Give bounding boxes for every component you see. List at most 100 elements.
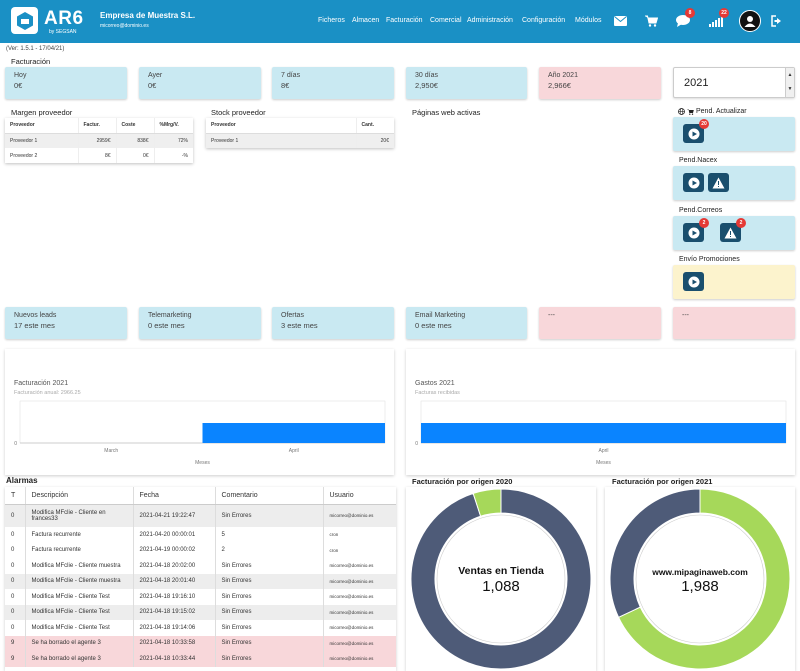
alarm-description: Modifica MFclie - Cliente Test xyxy=(25,589,134,605)
chevron-updown-icon[interactable]: ▲ ▼ xyxy=(785,68,794,97)
kpi-card-ano[interactable]: Año 2021 2,966€ xyxy=(539,67,661,99)
nav-facturacion[interactable]: Facturación xyxy=(386,17,423,24)
bar[interactable] xyxy=(202,423,386,443)
signal-icon[interactable]: 22 xyxy=(708,8,729,29)
cell: Proveedor 1 xyxy=(5,133,79,148)
alarms-table-panel: T Descripción Fecha Comentario Usuario 0… xyxy=(5,487,396,671)
kpi-card-7-dias[interactable]: 7 días 8€ xyxy=(272,67,394,99)
kpi-card-nuevos-leads[interactable]: Nuevos leads 17 este mes xyxy=(5,307,127,339)
cell: 2959€ xyxy=(78,133,117,148)
kpi-card-hoy[interactable]: Hoy 0€ xyxy=(5,67,127,99)
globe-icon xyxy=(678,108,685,115)
user-icon[interactable] xyxy=(739,10,761,32)
logo[interactable] xyxy=(11,7,38,34)
chat-icon[interactable]: 8 xyxy=(675,8,695,29)
table-row[interactable]: 0 Modifica MFclie - Cliente Test 2021-04-1… xyxy=(5,604,396,620)
kpi-label: Año 2021 xyxy=(548,72,578,79)
table-row[interactable]: 0 Modifica MFclie - Cliente muestra 2021-0… xyxy=(5,573,396,589)
nav-administracion[interactable]: Administración xyxy=(467,17,513,24)
pend-nacex-panel xyxy=(673,166,795,200)
alarm-description: Modifica MFclie - Cliente Test xyxy=(25,604,134,620)
alarm-description: Se ha borrado el agente 3 xyxy=(25,651,134,667)
chat-badge: 8 xyxy=(685,8,695,18)
table-row[interactable]: Proveedor 1 2959€ 838€ 72% xyxy=(5,133,193,148)
table-row[interactable]: Proveedor 1 20€ xyxy=(206,133,394,148)
donut-chart-2021 xyxy=(609,488,791,670)
table-row[interactable]: 0 Modifica MFclie - Cliente muestra 2021-0… xyxy=(5,558,396,574)
alarm-type: 0 xyxy=(5,604,26,620)
alarm-description: Modifica MFclie - Cliente muestra xyxy=(25,558,134,574)
kpi-value: 0€ xyxy=(148,81,157,90)
logout-icon[interactable] xyxy=(769,13,785,29)
table-row[interactable]: 0 Modifica MFclie - Cliente en frances33 2… xyxy=(5,504,396,527)
nav-almacen[interactable]: Almacen xyxy=(352,17,380,24)
alarm-date: 2021-04-18 20:01:40 xyxy=(133,573,216,589)
x-axis-label: Meses xyxy=(596,460,611,466)
y-tick-label: 0 xyxy=(14,441,17,447)
table-row[interactable]: 9 Se ha borrado el agente 3 2021-04-18 10:… xyxy=(5,635,396,651)
nav-configuracion[interactable]: Configuración xyxy=(522,17,566,24)
table-row[interactable]: Proveedor 2 8€ 0€ -% xyxy=(5,148,193,163)
kpi-card-30-dias[interactable]: 30 días 2,950€ xyxy=(406,67,527,99)
kpi-card-empty-1[interactable]: --- xyxy=(539,307,661,339)
column-header[interactable]: T xyxy=(5,487,26,505)
logo-text: AR6 xyxy=(44,8,84,29)
year-select[interactable]: 2021 ▲ ▼ xyxy=(673,67,795,98)
alarm-comment: Sin Errores xyxy=(215,604,324,620)
kpi-card-ayer[interactable]: Ayer 0€ xyxy=(139,67,261,99)
alarm-user: micorreo@dominio.es xyxy=(323,504,396,527)
table-header-row: Proveedor Factur. Coste %Mrg/V. xyxy=(5,118,193,134)
alarm-type: 0 xyxy=(5,558,26,574)
alarm-user: micorreo@dominio.es xyxy=(329,625,374,631)
cell: 8€ xyxy=(78,148,117,163)
alarm-user: micorreo@dominio.es xyxy=(323,604,396,620)
nav-modulos[interactable]: Módulos xyxy=(575,17,602,24)
play-button[interactable]: 20 xyxy=(683,119,709,143)
column-header[interactable]: Comentario xyxy=(215,487,324,505)
kpi-value: 3 este mes xyxy=(281,321,318,330)
alarm-comment: Sin Errores xyxy=(215,558,324,574)
table-row[interactable]: 0 Modifica MFclie - Cliente Test 2021-04-1… xyxy=(5,589,396,605)
alarm-date: 2021-04-18 10:33:44 xyxy=(133,651,216,667)
bar[interactable] xyxy=(421,423,786,443)
play-button[interactable] xyxy=(683,173,704,192)
alarm-comment: Sin Errores xyxy=(215,589,324,605)
kpi-label: Hoy xyxy=(14,72,27,79)
kpi-card-telemarketing[interactable]: Telemarketing 0 este mes xyxy=(139,307,261,339)
table-row[interactable]: 0 Factura recurrente 2021-04-19 00:00:02 2 c… xyxy=(5,542,396,558)
table-header-row: T Descripción Fecha Comentario Usuario xyxy=(5,487,396,505)
nav-comercial[interactable]: Comercial xyxy=(430,17,462,24)
kpi-value: 0 este mes xyxy=(148,321,185,330)
alarm-comment: 2 xyxy=(215,542,324,558)
warning-button[interactable] xyxy=(708,173,729,192)
warning-button[interactable]: 2 xyxy=(720,218,746,242)
section-title-margen: Margen proveedor xyxy=(11,108,73,117)
nav-ficheros[interactable]: Ficheros xyxy=(318,17,345,24)
donut-2021-panel: www.mipaginaweb.com 1,988 xyxy=(605,487,795,671)
donut-center-label: www.mipaginaweb.com xyxy=(652,567,748,577)
column-header[interactable]: Fecha xyxy=(133,487,216,505)
cart-icon[interactable] xyxy=(643,13,659,29)
kpi-card-ofertas[interactable]: Ofertas 3 este mes xyxy=(272,307,394,339)
kpi-label: Nuevos leads xyxy=(14,312,57,319)
section-title-stock: Stock proveedor xyxy=(211,108,266,117)
table-row[interactable]: 0 Modifica MFclie - Cliente Test 2021-04-1… xyxy=(5,620,396,636)
envelope-icon[interactable] xyxy=(612,13,628,29)
play-button[interactable] xyxy=(683,272,704,291)
column-header: Coste xyxy=(116,118,155,134)
kpi-card-email-marketing[interactable]: Email Marketing 0 este mes xyxy=(406,307,527,339)
table-row[interactable]: 0 Factura recurrente 2021-04-20 00:00:01 5 c… xyxy=(5,527,396,543)
kpi-card-empty-2[interactable]: --- xyxy=(673,307,795,339)
chart-title: Facturación por origen 2020 xyxy=(412,477,513,486)
column-header[interactable]: Usuario xyxy=(323,487,396,505)
logo-icon xyxy=(16,11,33,30)
donut-slice[interactable] xyxy=(410,488,592,670)
donut-slice[interactable] xyxy=(609,488,701,618)
chart-subtitle: Facturas recibidas xyxy=(415,390,460,396)
donut-slice[interactable] xyxy=(617,488,791,670)
play-button[interactable]: 2 xyxy=(683,218,709,242)
table-row[interactable]: 9 Se ha borrado el agente 3 2021-04-18 10:… xyxy=(5,651,396,667)
column-header[interactable]: Descripción xyxy=(25,487,134,505)
pend-actualizar-title: Pend. Actualizar xyxy=(678,108,747,115)
donut-slice[interactable] xyxy=(472,488,502,517)
